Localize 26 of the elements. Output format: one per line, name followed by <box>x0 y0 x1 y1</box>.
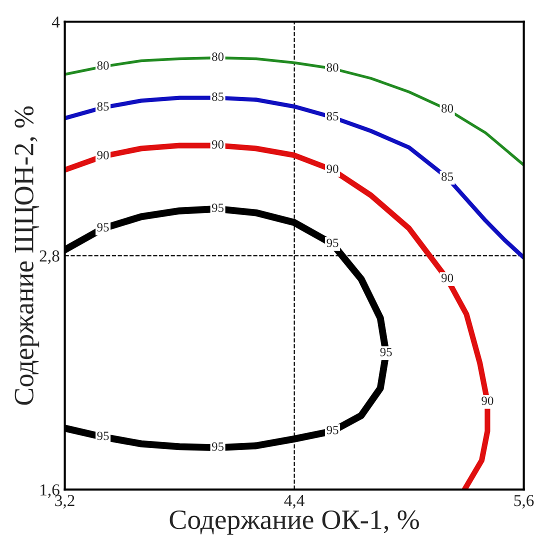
series-label: 90 <box>97 150 109 160</box>
series-label: 85 <box>97 102 109 111</box>
text: 85 <box>212 92 224 101</box>
x-tick-label: 4,4 <box>284 495 304 509</box>
y-tick-label: 4 <box>52 16 60 28</box>
text: 95 <box>97 432 109 440</box>
text: 85 <box>326 112 338 120</box>
series-label: 80 <box>97 61 109 70</box>
text: 80 <box>442 104 454 113</box>
text: 95 <box>97 223 109 232</box>
text: 90 <box>326 164 338 174</box>
text: 95 <box>212 442 224 451</box>
text: 80 <box>326 63 338 72</box>
y-axis-title: Содержание ЩЦОН-2, % <box>14 106 40 405</box>
y-tick-label: 2,8 <box>40 250 60 264</box>
x-tick-label: 5,6 <box>514 494 534 509</box>
text: 95 <box>326 426 338 434</box>
series-label: 95 <box>380 348 392 356</box>
text: 85 <box>442 172 454 181</box>
text: 90 <box>212 140 224 149</box>
text: 90 <box>482 396 494 406</box>
text: 95 <box>212 204 224 212</box>
text: 80 <box>212 52 224 61</box>
text: 95 <box>326 238 338 248</box>
x-axis-title: Содержание ОК-1, % <box>170 510 419 535</box>
text: 90 <box>441 274 454 282</box>
